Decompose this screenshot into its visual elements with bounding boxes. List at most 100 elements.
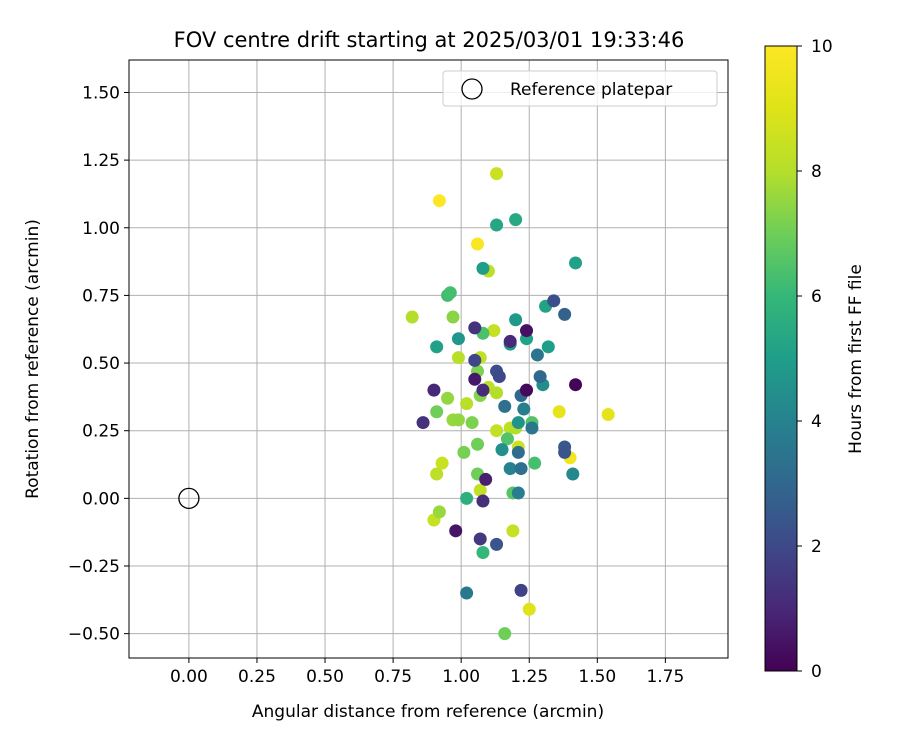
y-tick-label: 0.50 bbox=[82, 354, 120, 374]
y-tick-label: 1.50 bbox=[82, 83, 120, 103]
colorbar-ticks: 0 2 4 6 8 10 bbox=[797, 37, 833, 682]
legend-box bbox=[442, 70, 718, 107]
data-point bbox=[503, 462, 517, 476]
data-point bbox=[547, 294, 561, 308]
colorbar-tick-label: 2 bbox=[811, 537, 822, 557]
x-axis-ticks: 0.00 0.25 0.50 0.75 1.00 1.25 1.50 1.75 bbox=[170, 658, 684, 687]
data-point bbox=[492, 370, 506, 384]
data-point bbox=[558, 307, 572, 321]
data-point bbox=[495, 443, 509, 457]
data-point bbox=[517, 402, 531, 416]
colorbar-label: Hours from first FF file bbox=[846, 264, 866, 454]
data-point bbox=[511, 416, 525, 430]
x-tick-label: 1.50 bbox=[578, 667, 616, 687]
data-point bbox=[449, 524, 463, 538]
data-point bbox=[443, 286, 457, 300]
data-point bbox=[432, 194, 446, 208]
data-point bbox=[427, 383, 441, 397]
data-point bbox=[569, 378, 583, 392]
data-point bbox=[405, 310, 419, 324]
data-point bbox=[441, 391, 455, 405]
data-point bbox=[569, 256, 583, 270]
x-axis-label: Angular distance from reference (arcmin) bbox=[252, 702, 604, 722]
data-point bbox=[451, 351, 465, 365]
data-point bbox=[520, 324, 534, 338]
data-point bbox=[490, 218, 504, 232]
data-point bbox=[525, 421, 539, 435]
data-point bbox=[490, 386, 504, 400]
data-point bbox=[509, 313, 523, 327]
data-point bbox=[430, 467, 444, 481]
x-tick-label: 0.25 bbox=[238, 667, 276, 687]
data-point bbox=[528, 456, 542, 470]
data-point bbox=[552, 405, 566, 419]
data-point bbox=[514, 462, 528, 476]
y-tick-label: 1.25 bbox=[82, 151, 120, 171]
colorbar-tick-label: 10 bbox=[811, 37, 833, 57]
data-point bbox=[511, 445, 525, 459]
data-point bbox=[460, 397, 474, 411]
reference-marker bbox=[178, 487, 200, 510]
data-point bbox=[473, 483, 487, 497]
data-point bbox=[566, 467, 580, 481]
data-point bbox=[490, 537, 504, 551]
colorbar-tick-label: 6 bbox=[811, 287, 822, 307]
legend-open-circle-icon bbox=[461, 78, 483, 100]
data-point bbox=[506, 524, 520, 538]
data-point bbox=[601, 407, 615, 421]
data-point bbox=[471, 437, 485, 451]
data-point bbox=[430, 340, 444, 354]
reference-point-circle bbox=[178, 487, 200, 510]
data-point bbox=[451, 332, 465, 346]
data-point bbox=[446, 310, 460, 324]
x-tick-label: 1.75 bbox=[646, 667, 684, 687]
y-tick-label: 0.25 bbox=[82, 422, 120, 442]
x-tick-label: 0.50 bbox=[306, 667, 344, 687]
data-point bbox=[473, 532, 487, 546]
data-point bbox=[511, 486, 525, 500]
legend-label: Reference platepar bbox=[510, 80, 672, 100]
data-point bbox=[457, 445, 471, 459]
data-point bbox=[487, 324, 501, 338]
colorbar-tick-label: 0 bbox=[811, 662, 822, 682]
data-point bbox=[476, 494, 490, 508]
data-point bbox=[533, 370, 547, 384]
data-point bbox=[509, 213, 523, 227]
data-point bbox=[468, 372, 482, 386]
colorbar-tick-label: 8 bbox=[811, 162, 822, 182]
data-point bbox=[503, 334, 517, 348]
data-point bbox=[476, 383, 490, 397]
data-point bbox=[558, 445, 572, 459]
data-point bbox=[432, 505, 446, 519]
data-point bbox=[465, 416, 479, 430]
colorbar: 0 2 4 6 8 10 Hours from first FF file bbox=[764, 37, 866, 682]
data-point bbox=[468, 321, 482, 335]
data-point bbox=[530, 348, 544, 362]
y-axis-label: Rotation from reference (arcmin) bbox=[23, 219, 43, 499]
data-point bbox=[460, 586, 474, 600]
data-point bbox=[416, 416, 430, 430]
legend: Reference platepar bbox=[442, 70, 718, 107]
x-tick-label: 0.00 bbox=[170, 667, 208, 687]
data-point bbox=[520, 383, 534, 397]
data-point bbox=[522, 602, 536, 616]
data-point bbox=[500, 432, 514, 446]
x-tick-label: 1.25 bbox=[510, 667, 548, 687]
y-tick-label: 0.75 bbox=[82, 286, 120, 306]
chart-title: FOV centre drift starting at 2025/03/01 … bbox=[174, 28, 685, 52]
data-point bbox=[490, 167, 504, 181]
data-point bbox=[490, 424, 504, 438]
data-point bbox=[476, 261, 490, 275]
data-point bbox=[451, 413, 465, 427]
data-points bbox=[405, 167, 615, 641]
y-tick-label: −0.25 bbox=[68, 557, 120, 577]
grid-lines bbox=[129, 60, 728, 658]
data-point bbox=[498, 627, 512, 641]
data-point bbox=[430, 405, 444, 419]
plot-frame bbox=[128, 59, 729, 659]
data-point bbox=[541, 340, 555, 354]
x-tick-label: 1.00 bbox=[442, 667, 480, 687]
data-point bbox=[468, 353, 482, 367]
data-point bbox=[435, 456, 449, 470]
